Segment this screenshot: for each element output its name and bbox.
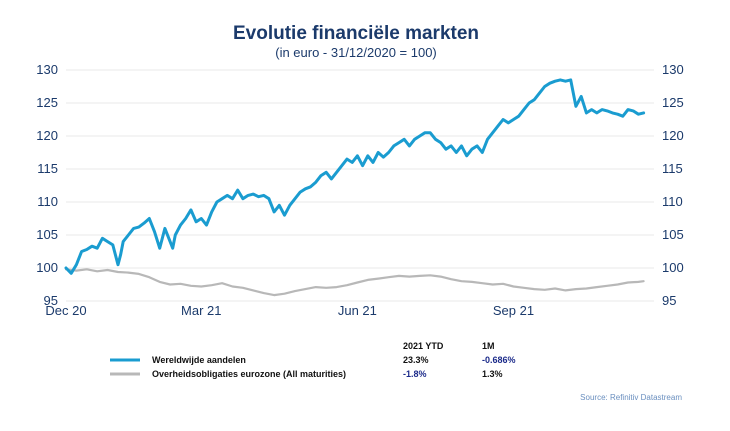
y-tick-label-right: 110 — [662, 194, 683, 209]
x-tick-label: Mar 21 — [181, 303, 221, 318]
legend: 2021 YTD 1M Wereldwijde aandelen 23.3% -… — [110, 341, 516, 379]
gridlines — [66, 69, 654, 302]
source-note: Source: Refinitiv Datastream — [580, 393, 682, 402]
y-tick-label-left: 125 — [36, 95, 58, 110]
series-line-bonds — [64, 268, 645, 297]
y-tick-label-right: 125 — [662, 95, 684, 110]
legend-label-bonds: Overheidsobligaties eurozone (All maturi… — [152, 369, 346, 379]
legend-bonds-ytd: -1.8% — [403, 369, 427, 379]
y-tick-label-right: 120 — [662, 128, 684, 143]
y-tick-label-right: 115 — [662, 161, 683, 176]
y-tick-label-right: 130 — [662, 62, 684, 77]
chart-title: Evolutie financiële markten — [233, 23, 479, 44]
y-tick-label-left: 120 — [36, 128, 58, 143]
x-tick-label: Jun 21 — [338, 303, 377, 318]
y-tick-label-left: 100 — [36, 260, 58, 275]
x-tick-label: Sep 21 — [493, 303, 534, 318]
y-axis-right: 95 100 105 110 115 120 125 130 — [662, 62, 684, 308]
y-tick-label-right: 105 — [662, 227, 684, 242]
y-tick-label-right: 100 — [662, 260, 684, 275]
y-tick-label-left: 95 — [44, 293, 58, 308]
chart-subtitle: (in euro - 31/12/2020 = 100) — [275, 45, 437, 60]
legend-col-ytd: 2021 YTD — [403, 341, 444, 351]
y-tick-label-left: 105 — [36, 227, 58, 242]
y-tick-label-right: 95 — [662, 293, 676, 308]
legend-equities-1m: -0.686% — [482, 355, 516, 365]
legend-equities-ytd: 23.3% — [403, 355, 429, 365]
y-tick-label-left: 115 — [37, 161, 58, 176]
legend-label-equities: Wereldwijde aandelen — [152, 355, 246, 365]
y-tick-label-left: 110 — [37, 194, 58, 209]
series-layer — [64, 78, 646, 297]
legend-bonds-1m: 1.3% — [482, 369, 503, 379]
series-line-equities — [64, 78, 646, 275]
legend-col-1m: 1M — [482, 341, 495, 351]
y-tick-label-left: 130 — [36, 62, 58, 77]
y-axis-left: 95 100 105 110 115 120 125 130 — [36, 62, 58, 308]
x-tick-label: Dec 20 — [45, 303, 86, 318]
x-axis: Dec 20 Mar 21 Jun 21 Sep 21 — [45, 303, 534, 318]
